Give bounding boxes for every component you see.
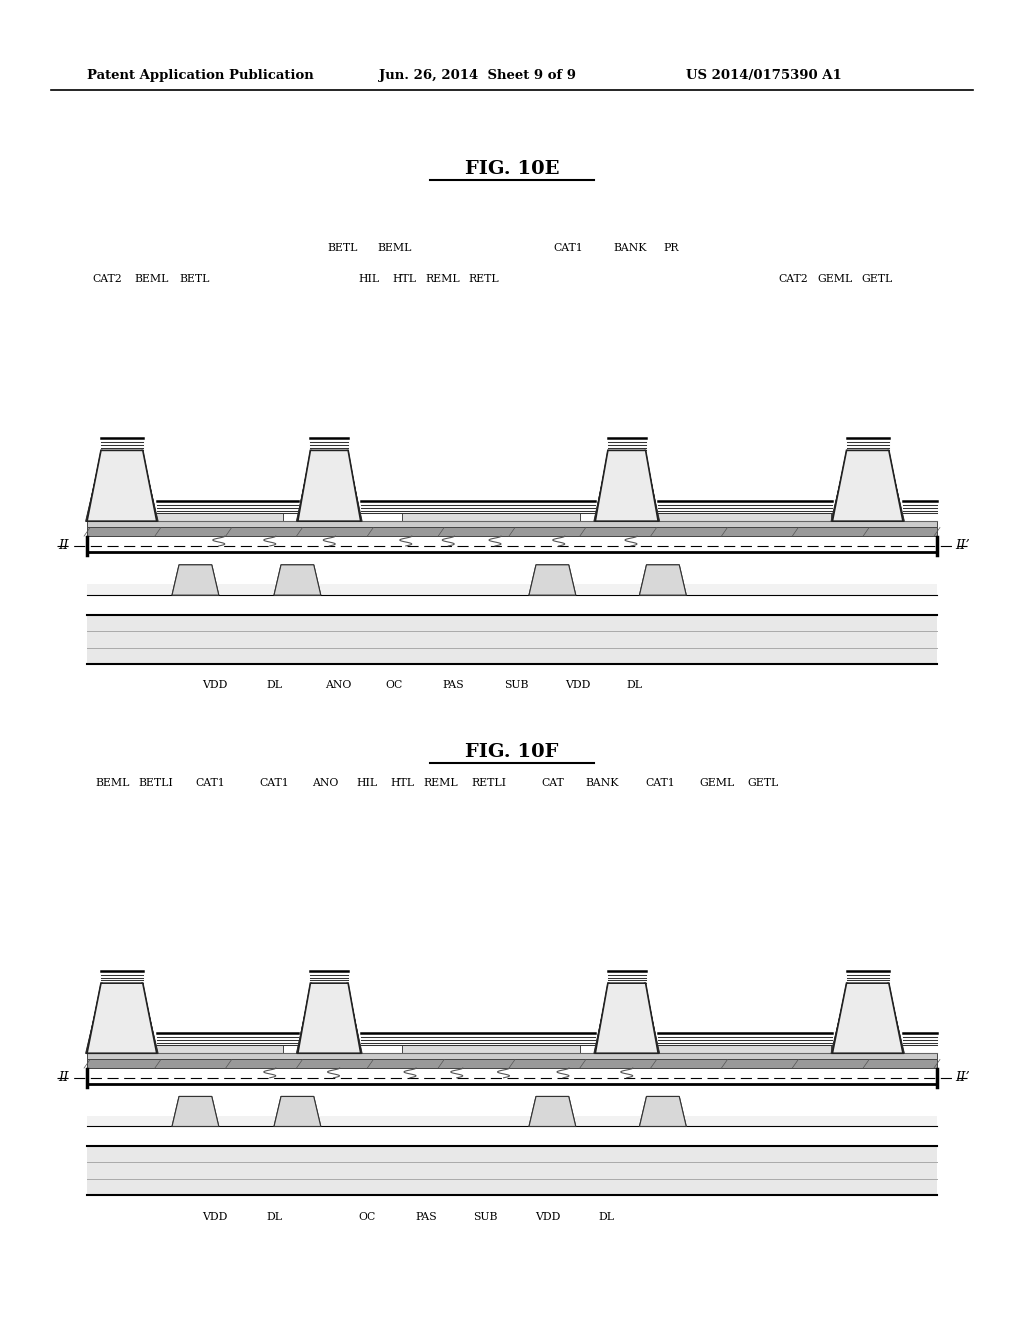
Text: VDD: VDD [203,1212,227,1222]
Polygon shape [833,983,903,1053]
Text: VDD: VDD [565,680,590,690]
Text: OC: OC [386,680,402,690]
Text: CAT1: CAT1 [645,777,676,788]
Text: CAT: CAT [542,777,564,788]
Polygon shape [529,1097,575,1126]
Text: II’: II’ [955,1072,970,1084]
Polygon shape [529,565,575,595]
Text: DL: DL [266,1212,283,1222]
Bar [87,521,937,528]
Text: CAT2: CAT2 [92,273,123,284]
Text: BETL: BETL [179,273,210,284]
Polygon shape [172,1097,219,1126]
Text: DL: DL [266,680,283,690]
Text: CAT1: CAT1 [553,243,584,253]
Text: BEML: BEML [95,777,130,788]
Text: Patent Application Publication: Patent Application Publication [87,69,313,82]
Bar [87,1060,937,1068]
Text: CAT1: CAT1 [259,777,290,788]
Text: GETL: GETL [748,777,778,788]
Polygon shape [87,983,157,1053]
Text: CAT1: CAT1 [195,777,225,788]
Polygon shape [529,565,575,595]
Text: BEML: BEML [134,273,169,284]
Text: RETLI: RETLI [471,777,506,788]
Text: HTL: HTL [392,273,417,284]
Text: DL: DL [598,1212,614,1222]
Text: DL: DL [627,680,643,690]
Bar [117,1045,283,1053]
Text: II’: II’ [955,540,970,553]
Polygon shape [639,1097,686,1126]
Polygon shape [639,565,686,595]
Text: II: II [58,1072,69,1084]
Text: PAS: PAS [442,680,465,690]
Bar [87,1115,937,1126]
Polygon shape [595,983,658,1053]
Polygon shape [172,1097,219,1126]
Polygon shape [639,565,686,595]
Text: GEML: GEML [699,777,734,788]
Polygon shape [172,565,219,595]
Text: BETL: BETL [328,243,358,253]
Text: HIL: HIL [358,273,379,284]
Polygon shape [639,1097,686,1126]
Text: FIG. 10E: FIG. 10E [465,160,559,178]
Text: VDD: VDD [203,680,227,690]
Polygon shape [298,450,360,521]
Polygon shape [529,1097,575,1126]
Text: GETL: GETL [861,273,892,284]
Text: SUB: SUB [473,1212,498,1222]
Bar [87,528,937,536]
Bar [87,615,937,664]
Bar [87,1146,937,1195]
Bar [87,1053,937,1060]
Text: BETLI: BETLI [138,777,173,788]
Text: BANK: BANK [586,777,618,788]
Polygon shape [595,450,658,521]
Text: REML: REML [425,273,460,284]
Text: OC: OC [358,1212,375,1222]
Text: CAT2: CAT2 [778,273,809,284]
Text: ANO: ANO [312,777,339,788]
Text: US 2014/0175390 A1: US 2014/0175390 A1 [686,69,842,82]
Text: SUB: SUB [504,680,528,690]
Polygon shape [172,565,219,595]
Bar [117,513,283,521]
Text: VDD: VDD [536,1212,560,1222]
Text: Jun. 26, 2014  Sheet 9 of 9: Jun. 26, 2014 Sheet 9 of 9 [379,69,575,82]
Text: FIG. 10F: FIG. 10F [465,743,559,762]
Polygon shape [274,1097,321,1126]
Polygon shape [274,1097,321,1126]
Bar [614,1045,830,1053]
Bar [401,1045,580,1053]
Text: HIL: HIL [356,777,377,788]
Polygon shape [87,450,157,521]
Polygon shape [274,565,321,595]
Text: RETL: RETL [468,273,499,284]
Text: PAS: PAS [415,1212,437,1222]
Polygon shape [833,450,903,521]
Text: PR: PR [663,243,679,253]
Text: REML: REML [423,777,458,788]
Text: HTL: HTL [390,777,415,788]
Bar [87,585,937,595]
Text: II: II [58,540,69,553]
Bar [614,513,830,521]
Bar [401,513,580,521]
Polygon shape [298,983,360,1053]
Text: BEML: BEML [377,243,412,253]
Text: BANK: BANK [613,243,646,253]
Text: GEML: GEML [817,273,852,284]
Text: ANO: ANO [325,680,351,690]
Polygon shape [274,565,321,595]
